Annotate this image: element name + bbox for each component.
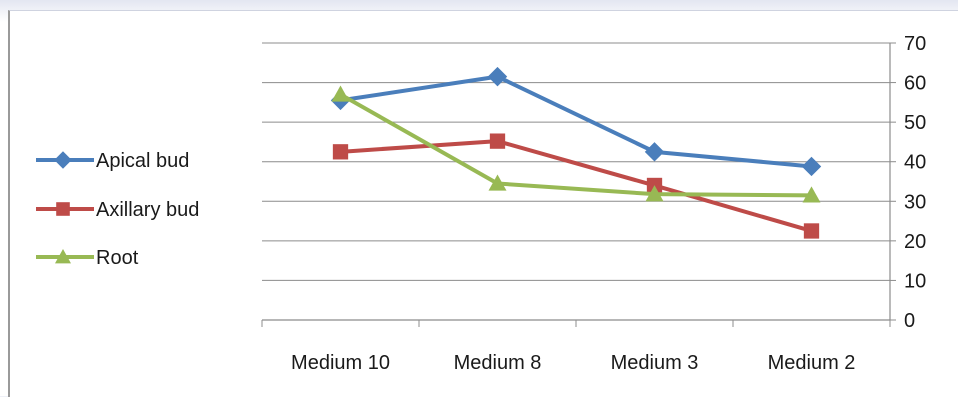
y-tick-label: 70 [904,33,926,55]
data-point-root [331,85,350,102]
x-tick-label: Medium 2 [768,352,856,374]
y-tick-label: 20 [904,231,926,253]
data-point-axillary-bud [803,223,820,239]
legend-marker-root [55,249,71,264]
data-point-root [488,174,507,191]
y-tick-label: 10 [904,270,926,292]
y-tick-label: 40 [904,152,926,174]
legend-label-axillary-bud: Axillary bud [96,199,199,221]
data-point-apical-bud [801,156,822,177]
y-tick-label: 50 [904,112,926,134]
data-point-root [802,186,821,203]
x-tick-label: Medium 3 [611,352,699,374]
y-tick-label: 30 [904,191,926,213]
y-tick-label: 0 [904,310,915,332]
data-point-apical-bud [487,66,508,87]
legend-label-root: Root [96,247,139,269]
x-tick-label: Medium 8 [454,352,542,374]
data-point-apical-bud [644,142,665,162]
series-line-apical-bud [338,74,814,169]
legend-label-apical-bud: Apical bud [96,150,189,172]
x-tick-label: Medium 10 [291,352,390,374]
chart-area [8,10,958,397]
y-tick-label: 60 [904,73,926,95]
data-point-axillary-bud [489,133,506,149]
series-line-axillary-bud [338,139,814,233]
legend-marker-axillary-bud [56,202,70,216]
legend-marker-apical-bud [54,151,72,169]
data-point-root [645,185,664,202]
series-line-root [338,92,814,198]
data-point-axillary-bud [332,144,349,160]
